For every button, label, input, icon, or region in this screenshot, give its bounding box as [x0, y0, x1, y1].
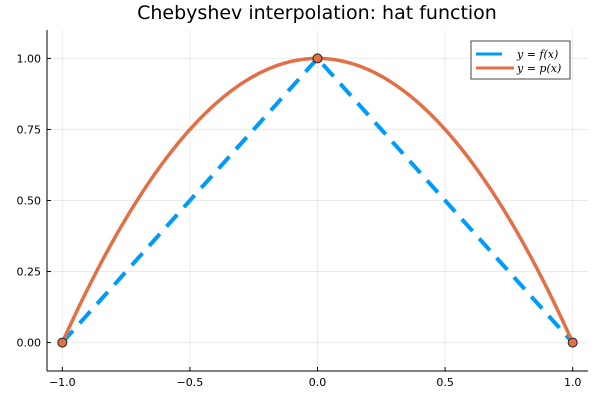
legend-box — [470, 40, 571, 80]
chart-title: Chebyshev interpolation: hat function — [137, 2, 497, 24]
grid — [47, 30, 588, 371]
node-marker — [57, 337, 68, 348]
x-tick-label: −1.0 — [49, 376, 76, 389]
series-f-line — [60, 55, 575, 344]
ticks: −1.0 −0.5 0.0 0.5 1.0 0.00 0.25 0.50 0.75 1.00 — [17, 52, 582, 389]
markers — [57, 53, 578, 348]
y-tick-label: 0.00 — [17, 337, 42, 350]
legend: y = f(x) y = p(x) — [470, 40, 571, 80]
y-tick-label: 0.25 — [17, 266, 42, 279]
legend-label-p: y = p(x) — [516, 62, 561, 75]
node-marker — [312, 53, 323, 64]
x-tick-label: 0.0 — [309, 376, 327, 389]
x-tick-label: −0.5 — [177, 376, 204, 389]
node-marker — [567, 337, 578, 348]
y-tick-label: 1.00 — [17, 52, 42, 65]
y-tick-label: 0.50 — [17, 195, 42, 208]
legend-label-f: y = f(x) — [516, 48, 558, 61]
y-tick-label: 0.75 — [17, 123, 42, 136]
x-tick-label: 1.0 — [564, 376, 582, 389]
x-tick-label: 0.5 — [436, 376, 454, 389]
